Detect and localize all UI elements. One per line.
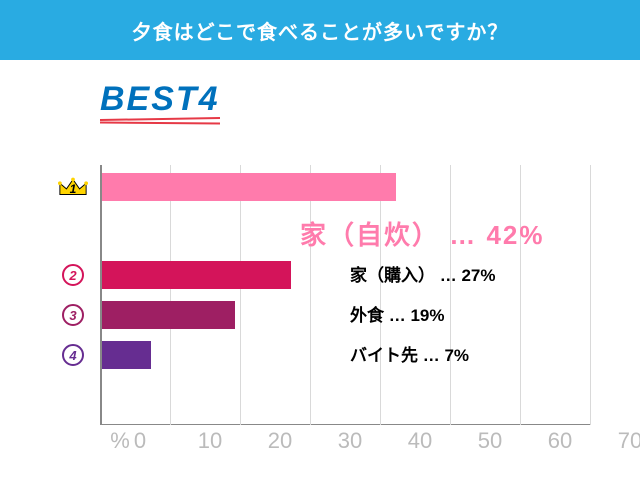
result-label-1: 家（自炊） … 42% — [300, 215, 545, 252]
grid-line — [520, 165, 521, 425]
x-tick-label: 70 — [618, 428, 640, 454]
y-axis — [100, 165, 102, 425]
bar-rank-3 — [102, 301, 235, 329]
best-badge: BEST4 — [100, 80, 220, 119]
x-tick-label: 60 — [548, 428, 572, 454]
x-tick-label: 0 — [134, 428, 146, 454]
rank-badge-4: 4 — [58, 340, 88, 370]
grid-line — [380, 165, 381, 425]
grid-line — [310, 165, 311, 425]
grid-line — [240, 165, 241, 425]
bar-chart: 1家（自炊） … 42%2家（購入） … 27%3外食 … 19%4バイト先 …… — [100, 165, 590, 425]
result-label-3: 外食 … 19% — [350, 301, 444, 326]
rank-badge-2: 2 — [58, 260, 88, 290]
grid-line — [170, 165, 171, 425]
header-title: 夕食はどこで食べることが多いですか？ — [132, 16, 509, 45]
result-label-2: 家（購入） … 27% — [350, 261, 495, 286]
best-badge-underline — [100, 118, 220, 124]
survey-question-header: 夕食はどこで食べることが多いですか？ — [0, 0, 640, 60]
bar-rank-4 — [102, 341, 151, 369]
x-tick-label: 20 — [268, 428, 292, 454]
bar-rank-2 — [102, 261, 291, 289]
grid-line — [590, 165, 591, 425]
grid-line — [450, 165, 451, 425]
x-axis-labels: % 010203040506070 — [60, 428, 600, 458]
infographic-container: 夕食はどこで食べることが多いですか？ BEST4 1家（自炊） … 42%2家（… — [0, 0, 640, 503]
x-tick-label: 30 — [338, 428, 362, 454]
x-axis — [100, 424, 590, 426]
rank-badge-3: 3 — [58, 300, 88, 330]
x-tick-label: 10 — [198, 428, 222, 454]
x-tick-label: 50 — [478, 428, 502, 454]
bar-rank-1 — [102, 173, 396, 201]
crown-icon: 1 — [58, 172, 88, 202]
x-tick-label: 40 — [408, 428, 432, 454]
pct-symbol: % — [110, 428, 130, 454]
result-label-4: バイト先 … 7% — [350, 341, 469, 366]
